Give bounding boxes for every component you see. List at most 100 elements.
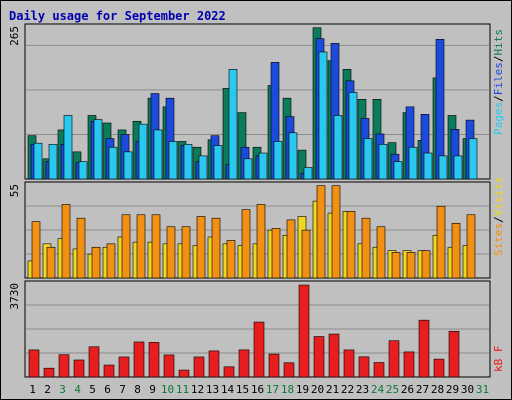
sites-bar: [466, 214, 476, 279]
sites-bar: [121, 214, 131, 279]
sites-bar: [106, 243, 116, 279]
x-tick-label: 23: [356, 383, 369, 396]
pages-bar: [243, 158, 253, 180]
kbf-bar: [28, 349, 40, 378]
x-tick-label: 7: [119, 383, 126, 396]
legend-sep: /: [492, 95, 505, 102]
kbf-bar: [403, 351, 415, 378]
pages-bar: [273, 141, 283, 180]
sites-bar: [316, 185, 326, 279]
x-tick-label: 31: [476, 383, 489, 396]
x-tick-label: 11: [176, 383, 189, 396]
x-tick-label: 2: [44, 383, 51, 396]
pages-bar: [333, 115, 343, 180]
pages-bar: [258, 152, 268, 180]
legend-hits-files-pages: Pages/Files/Hits: [492, 29, 505, 135]
kbf-bar: [343, 349, 355, 378]
sites-bar: [166, 226, 176, 279]
x-tick-label: 13: [206, 383, 219, 396]
x-tick-label: 28: [431, 383, 444, 396]
x-tick-label: 18: [281, 383, 294, 396]
legend-pages: Pages: [492, 102, 505, 135]
kbf-bar: [193, 356, 205, 378]
pages-bar: [93, 119, 103, 180]
kbf-bar: [133, 341, 145, 378]
kbf-bar: [253, 321, 265, 378]
sites-bar: [31, 221, 41, 279]
y-max-label-kbf: 3730: [8, 283, 21, 310]
pages-bar: [303, 167, 313, 180]
x-tick-label: 21: [326, 383, 339, 396]
x-tick-label: 16: [251, 383, 264, 396]
legend-sep: /: [492, 216, 505, 223]
sites-bar: [256, 204, 266, 279]
kbf-bar: [313, 336, 325, 378]
sites-bar: [331, 185, 341, 279]
kbf-bar: [178, 369, 190, 378]
x-tick-label: 22: [341, 383, 354, 396]
pages-bar: [438, 155, 448, 180]
x-tick-label: 19: [296, 383, 309, 396]
pages-bar: [228, 69, 238, 180]
pages-bar: [78, 161, 88, 180]
x-tick-label: 8: [134, 383, 141, 396]
kbf-bar: [208, 350, 220, 378]
x-tick-label: 25: [386, 383, 399, 396]
x-tick-label: 20: [311, 383, 324, 396]
x-tick-label: 4: [74, 383, 81, 396]
chart-title: Daily usage for September 2022: [9, 9, 226, 23]
kbf-bar: [298, 284, 310, 378]
x-tick-label: 1: [29, 383, 36, 396]
pages-bar: [348, 92, 358, 180]
sites-bar: [376, 226, 386, 279]
sites-bar: [286, 219, 296, 279]
kbf-bar: [163, 354, 175, 378]
sites-bar: [91, 246, 101, 279]
y-max-label-sites: 55: [8, 184, 21, 197]
pages-bar: [198, 155, 208, 180]
sites-bar: [136, 214, 146, 279]
pages-bar: [183, 144, 193, 180]
pages-bar: [153, 129, 163, 180]
pages-bar: [408, 146, 418, 180]
pages-bar: [48, 144, 58, 180]
y-max-label-hits: 265: [8, 26, 21, 46]
kbf-bar: [328, 333, 340, 378]
kbf-bar: [88, 346, 100, 378]
kbf-bar: [448, 330, 460, 378]
sites-bar: [301, 229, 311, 279]
x-tick-label: 9: [149, 383, 156, 396]
legend-sep: /: [492, 56, 505, 63]
legend-visits: Visits: [492, 177, 505, 217]
kbf-bar: [268, 353, 280, 378]
kbf-bar: [283, 362, 295, 378]
kbf-bar: [433, 358, 445, 378]
kbf-bar: [358, 356, 370, 378]
sites-bar: [196, 216, 206, 279]
pages-bar: [108, 146, 118, 180]
sites-bar: [61, 204, 71, 279]
kbf-bar: [223, 366, 235, 378]
x-tick-label: 3: [59, 383, 66, 396]
pages-bar: [468, 138, 478, 180]
pages-bar: [63, 115, 73, 180]
x-tick-label: 10: [161, 383, 174, 396]
x-tick-label: 24: [371, 383, 385, 396]
x-tick-label: 14: [221, 383, 235, 396]
kbf-bar: [388, 340, 400, 378]
legend-kbf: kB F: [492, 346, 505, 373]
sites-bar: [181, 226, 191, 279]
pages-bar: [213, 145, 223, 180]
sites-bar: [421, 250, 431, 279]
sites-bar: [271, 228, 281, 279]
sites-bar: [76, 217, 86, 279]
kbf-bar: [373, 362, 385, 378]
pages-bar: [138, 123, 148, 180]
pages-bar: [168, 141, 178, 180]
kbf-bar: [238, 349, 250, 378]
pages-bar: [378, 144, 388, 180]
sites-bar: [451, 223, 461, 279]
sites-bar: [46, 246, 56, 279]
x-tick-label: 5: [89, 383, 96, 396]
